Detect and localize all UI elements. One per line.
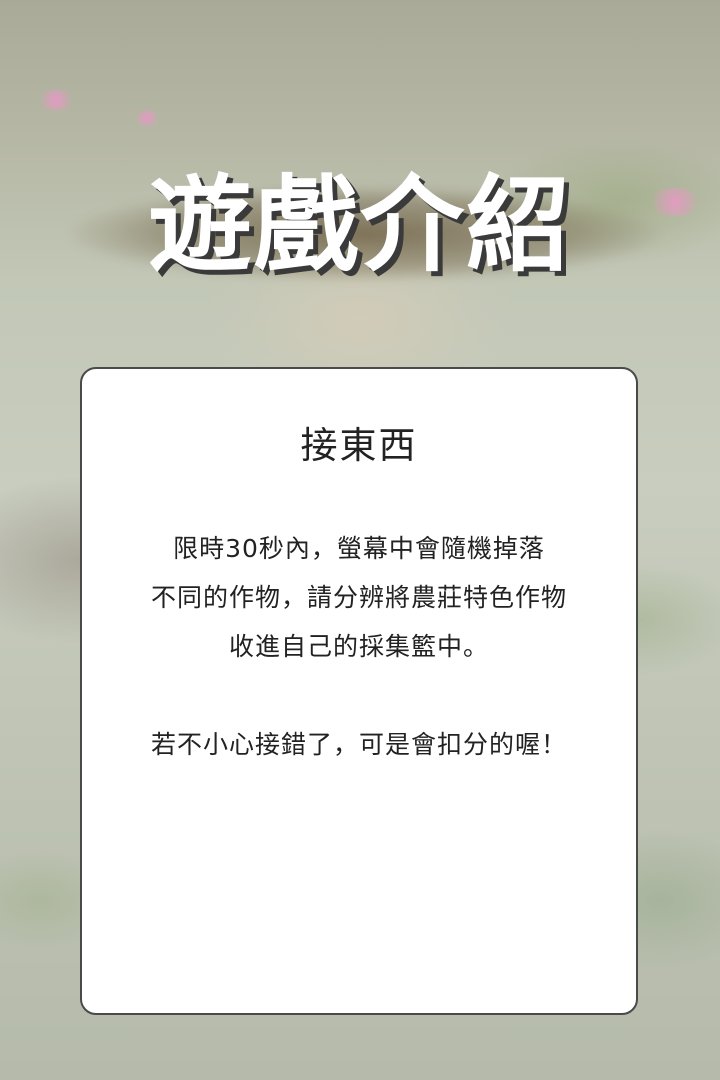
- description-line: 限時30秒內，螢幕中會隨機掉落: [173, 534, 545, 563]
- page-title: 遊戲介紹: [147, 164, 572, 286]
- title-brush-stroke: [70, 186, 660, 282]
- lotus-flower-decoration: [135, 110, 159, 126]
- lotus-flower-decoration: [38, 90, 74, 110]
- game-name-heading: 接東西: [300, 424, 418, 467]
- description-line: 不同的作物，請分辨將農莊特色作物: [150, 583, 567, 612]
- warning-line: 若不小心接錯了，可是會扣分的喔！: [150, 730, 567, 759]
- game-intro-card: 接東西 限時30秒內，螢幕中會隨機掉落 不同的作物，請分辨將農莊特色作物 收進自…: [80, 367, 638, 1015]
- paragraph-spacer: [82, 671, 636, 720]
- page-title-banner: 遊戲介紹: [30, 150, 690, 300]
- game-description: 限時30秒內，螢幕中會隨機掉落 不同的作物，請分辨將農莊特色作物 收進自己的採集…: [82, 524, 636, 769]
- description-line: 收進自己的採集籃中。: [228, 632, 489, 661]
